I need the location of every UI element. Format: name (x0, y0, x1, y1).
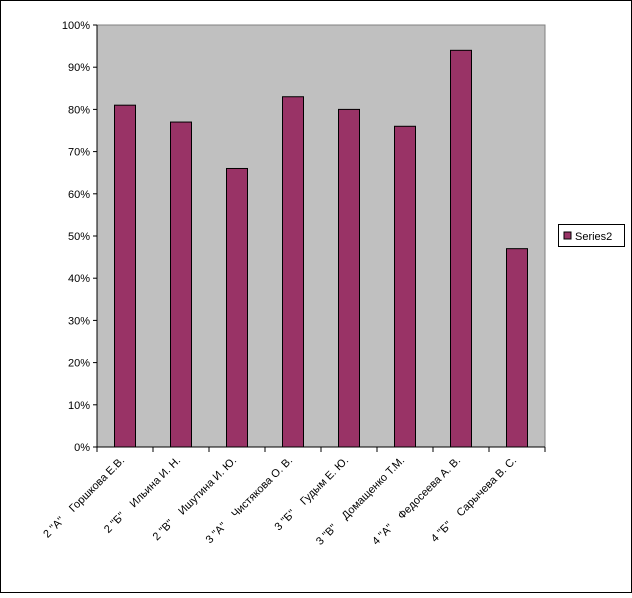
y-tick-label: 0% (74, 442, 90, 454)
bar (226, 167, 248, 448)
y-tick-label: 90% (68, 62, 90, 74)
bar (394, 125, 416, 448)
y-tick-label: 60% (68, 189, 90, 201)
y-tick-label: 40% (68, 273, 90, 285)
bar (170, 121, 192, 448)
y-tick-label: 80% (68, 104, 90, 116)
y-tick-label: 50% (68, 231, 90, 243)
y-tick-label: 30% (68, 315, 90, 327)
legend-swatch (563, 231, 572, 240)
y-tick-label: 100% (62, 20, 90, 32)
plot-area (96, 24, 546, 448)
bar (114, 104, 136, 448)
legend-box (558, 224, 625, 247)
bar (282, 96, 304, 448)
y-tick-label: 20% (68, 358, 90, 370)
legend-label: Series2 (575, 231, 612, 243)
bar (506, 248, 528, 448)
y-tick-label: 10% (68, 400, 90, 412)
bar (338, 108, 360, 448)
bar (450, 49, 472, 448)
y-tick-label: 70% (68, 147, 90, 159)
